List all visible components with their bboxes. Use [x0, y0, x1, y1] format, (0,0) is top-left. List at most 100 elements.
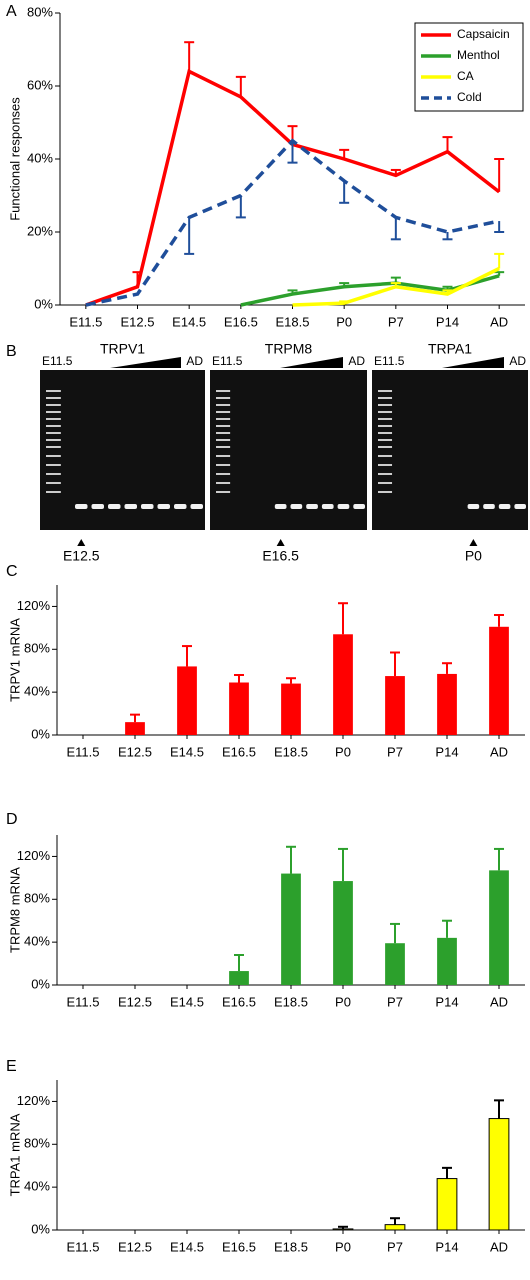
series-line	[85, 138, 500, 307]
y-tick-label: 120%	[17, 848, 51, 863]
legend: Capsaicin Menthol CA Cold	[414, 22, 524, 112]
gel-start-label: E11.5	[374, 354, 405, 368]
x-tick-label: E18.5	[274, 744, 308, 759]
gel-wedge	[442, 357, 504, 368]
error-bar	[235, 75, 246, 97]
error-bar	[390, 1217, 400, 1225]
ladder-band	[46, 491, 61, 493]
onset-arrow	[276, 539, 285, 546]
ladder-band	[378, 439, 393, 441]
x-tick-label: E14.5	[170, 744, 204, 759]
x-tick-label: P0	[335, 994, 351, 1009]
bar	[125, 722, 145, 735]
ladder-band	[378, 425, 393, 427]
gel-band	[190, 504, 203, 509]
y-tick-label: 40%	[24, 1179, 50, 1194]
error-bar	[494, 252, 505, 269]
y-tick-label: 80%	[24, 891, 50, 906]
y-tick-label: 40%	[24, 684, 50, 699]
panel-letter: E	[6, 1058, 17, 1075]
x-tick-label: E18.5	[274, 994, 308, 1009]
y-tick-label: 40%	[24, 934, 50, 949]
x-tick-label: E16.5	[222, 1239, 256, 1254]
panel-letter: D	[6, 811, 18, 828]
gel-band	[174, 504, 187, 509]
y-tick-label: 0%	[31, 976, 50, 991]
ladder-band	[216, 397, 231, 399]
gel-start-label: E11.5	[42, 354, 73, 368]
bar	[229, 682, 249, 735]
error-bar	[338, 847, 348, 882]
bar	[281, 873, 301, 985]
ladder-band	[46, 446, 61, 448]
x-tick-label: P0	[336, 314, 352, 329]
onset-label: E16.5	[262, 548, 299, 564]
panel-letter: B	[6, 343, 17, 360]
error-bar	[338, 602, 348, 635]
legend-label: Capsaicin	[457, 27, 510, 41]
y-tick-label: 0%	[34, 296, 53, 311]
bar	[281, 683, 301, 735]
x-tick-label: AD	[490, 994, 508, 1009]
error-bar	[184, 41, 195, 72]
ladder-band	[378, 473, 393, 475]
error-bar	[494, 847, 504, 871]
x-tick-label: AD	[490, 744, 508, 759]
gel-band	[141, 504, 154, 509]
gel-band	[274, 504, 287, 509]
gel-image	[372, 370, 528, 530]
bar	[488, 1118, 510, 1231]
x-tick-label: E14.5	[172, 314, 206, 329]
error-bar	[287, 140, 298, 164]
error-bar	[494, 221, 505, 233]
y-tick-label: 60%	[27, 77, 53, 92]
bar	[437, 937, 457, 985]
x-tick-label: P14	[435, 744, 458, 759]
bar	[384, 1224, 406, 1231]
x-tick-label: P7	[388, 314, 404, 329]
ladder-band	[378, 390, 393, 392]
gel-band	[91, 504, 104, 509]
gel-band	[157, 504, 170, 509]
ladder-band	[216, 464, 231, 466]
legend-label: Menthol	[457, 48, 500, 62]
y-axis-label: TRPA1 mRNA	[7, 1113, 22, 1196]
onset-label: E12.5	[63, 548, 100, 564]
ladder-band	[378, 432, 393, 434]
x-tick-label: E14.5	[170, 1239, 204, 1254]
error-bar	[390, 651, 400, 677]
gel-band	[514, 504, 526, 509]
bar	[489, 870, 509, 985]
gel-band	[483, 504, 495, 509]
ladder-band	[378, 397, 393, 399]
ladder-band	[216, 439, 231, 441]
bar	[385, 943, 405, 985]
ladder-band	[46, 390, 61, 392]
ladder-band	[378, 411, 393, 413]
panel-letter: C	[6, 563, 18, 580]
y-tick-label: 80%	[24, 641, 50, 656]
error-bar	[494, 1099, 504, 1119]
ladder-band	[46, 411, 61, 413]
error-bar	[494, 614, 504, 627]
x-tick-label: P14	[435, 994, 458, 1009]
error-bar	[494, 271, 505, 276]
ladder-band	[378, 491, 393, 493]
x-tick-label: AD	[490, 1239, 508, 1254]
ladder-band	[216, 446, 231, 448]
x-tick-label: E11.5	[66, 744, 99, 759]
x-tick-label: E11.5	[69, 314, 102, 329]
error-bar	[442, 1166, 452, 1179]
legend-box	[414, 22, 524, 112]
ladder-band	[378, 418, 393, 420]
x-tick-label: P0	[335, 1239, 351, 1254]
x-tick-label: E16.5	[224, 314, 258, 329]
x-tick-label: E12.5	[118, 994, 152, 1009]
ladder-band	[46, 404, 61, 406]
ladder-band	[216, 404, 231, 406]
x-tick-label: AD	[490, 314, 508, 329]
series-line	[240, 274, 500, 307]
x-tick-label: E12.5	[121, 314, 155, 329]
onset-arrow	[77, 539, 86, 546]
